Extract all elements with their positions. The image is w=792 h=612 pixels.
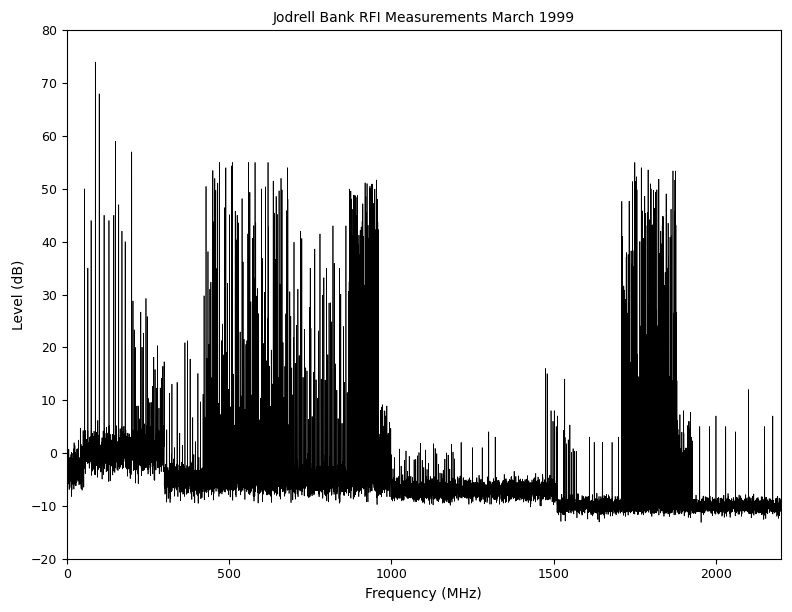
- Y-axis label: Level (dB): Level (dB): [11, 259, 25, 330]
- X-axis label: Frequency (MHz): Frequency (MHz): [365, 587, 482, 601]
- Title: Jodrell Bank RFI Measurements March 1999: Jodrell Bank RFI Measurements March 1999: [272, 11, 575, 25]
